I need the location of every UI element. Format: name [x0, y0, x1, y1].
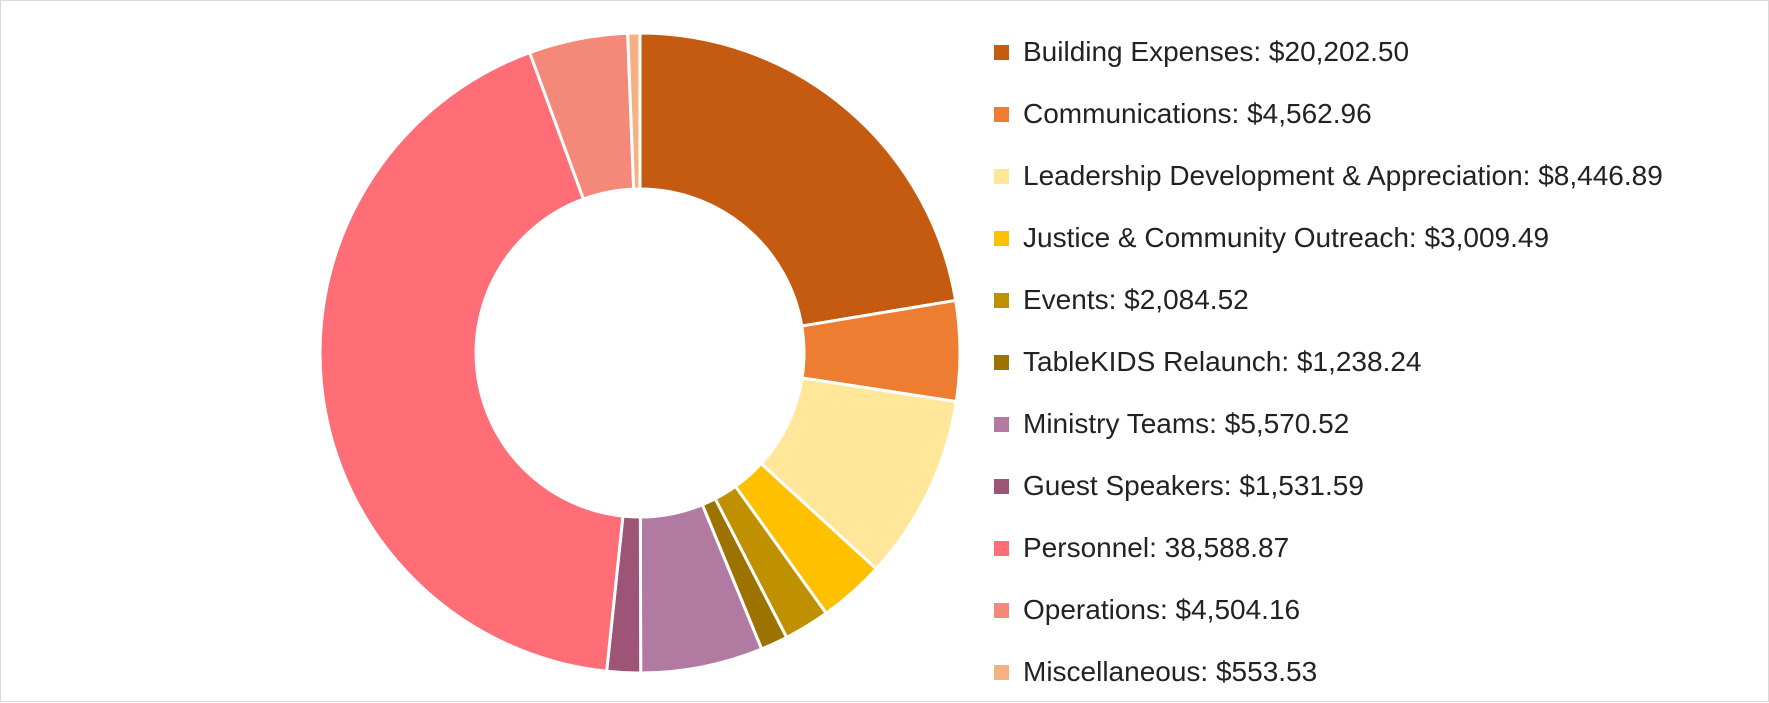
legend-swatch — [994, 602, 1009, 618]
legend-item: Operations: $4,504.16 — [994, 579, 1663, 641]
legend-label: Ministry Teams: $5,570.52 — [1023, 408, 1350, 439]
legend-swatch — [994, 230, 1009, 246]
legend-swatch — [994, 416, 1009, 432]
legend-swatch — [994, 44, 1009, 60]
legend-item: Leadership Development & Appreciation: $… — [994, 145, 1663, 207]
legend-label: Building Expenses: $20,202.50 — [1023, 36, 1410, 67]
donut-slice-10 — [626, 31, 642, 191]
legend-swatch — [994, 478, 1009, 494]
legend-item: Justice & Community Outreach: $3,009.49 — [994, 207, 1663, 269]
legend-item: Events: $2,084.52 — [994, 269, 1663, 331]
legend-swatch — [994, 540, 1009, 556]
legend-label: Events: $2,084.52 — [1023, 284, 1249, 315]
legend-label: Guest Speakers: $1,531.59 — [1023, 470, 1364, 501]
legend: Building Expenses: $20,202.50 Communicati… — [994, 21, 1663, 703]
legend-label: Communications: $4,562.96 — [1023, 98, 1372, 129]
donut-slices — [318, 31, 962, 675]
legend-label: Personnel: 38,588.87 — [1023, 532, 1290, 563]
donut-chart — [318, 31, 962, 675]
legend-item: Personnel: 38,588.87 — [994, 517, 1663, 579]
legend-item: Miscellaneous: $553.53 — [994, 641, 1663, 703]
legend-swatch — [994, 354, 1009, 370]
legend-label: Justice & Community Outreach: $3,009.49 — [1023, 222, 1550, 253]
legend-item: Guest Speakers: $1,531.59 — [994, 455, 1663, 517]
legend-label: Miscellaneous: $553.53 — [1023, 656, 1318, 687]
donut-slice-8 — [318, 50, 625, 673]
donut-slice-0 — [638, 31, 958, 328]
legend-label: Leadership Development & Appreciation: $… — [1023, 160, 1663, 191]
legend-swatch — [994, 292, 1009, 308]
legend-label: TableKIDS Relaunch: $1,238.24 — [1023, 346, 1422, 377]
legend-item: Ministry Teams: $5,570.52 — [994, 393, 1663, 455]
legend-swatch — [994, 664, 1009, 680]
legend-swatch — [994, 106, 1009, 122]
legend-label: Operations: $4,504.16 — [1023, 594, 1301, 625]
legend-item: Communications: $4,562.96 — [994, 83, 1663, 145]
legend-item: TableKIDS Relaunch: $1,238.24 — [994, 331, 1663, 393]
legend-swatch — [994, 168, 1009, 184]
legend-item: Building Expenses: $20,202.50 — [994, 21, 1663, 83]
